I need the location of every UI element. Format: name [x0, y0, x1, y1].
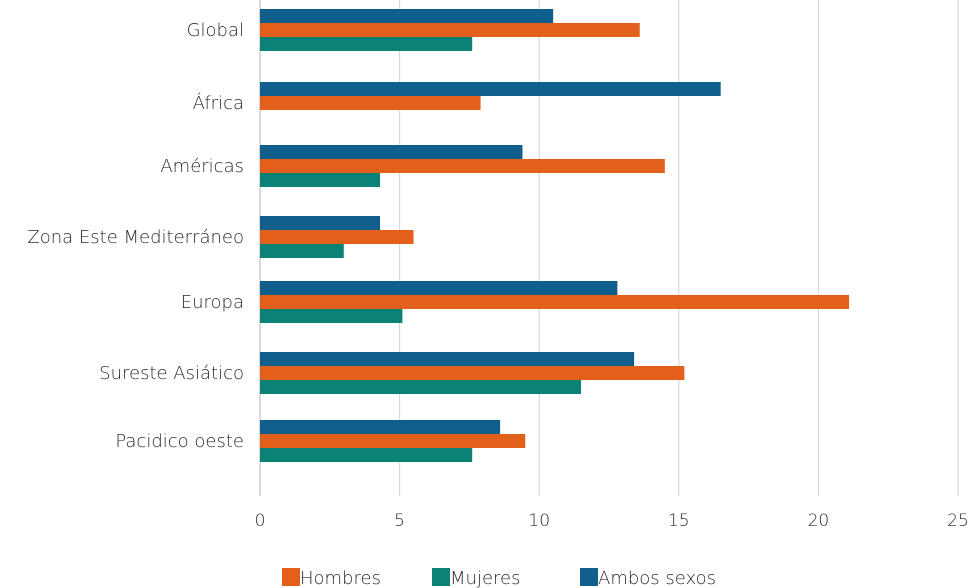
x-tick-label: 0: [255, 511, 266, 531]
category-label: Sureste Asiático: [99, 363, 244, 384]
bar: [260, 380, 582, 394]
category-label: Europa: [181, 292, 244, 313]
bar: [260, 420, 501, 434]
legend: Hombres Mujeres Ambos sexos: [282, 568, 716, 588]
category-label: Pacidico oeste: [115, 431, 244, 452]
bar: [260, 366, 685, 380]
bars: [260, 9, 850, 462]
bar: [260, 309, 403, 323]
x-tick-label: 5: [394, 511, 405, 531]
bar: [260, 82, 721, 96]
bar: [260, 230, 414, 244]
bar: [260, 352, 635, 366]
bar: [260, 281, 618, 295]
category-label: Zona Este Mediterráneo: [27, 227, 244, 248]
category-label: Global: [187, 20, 244, 41]
category-labels: Global África Américas Zona Este Mediterrán…: [27, 20, 244, 452]
category-label: Américas: [160, 156, 244, 177]
bar: [260, 173, 381, 187]
bar: [260, 9, 554, 23]
bar: [260, 216, 381, 230]
legend-label: Ambos sexos: [598, 568, 716, 588]
bar: [260, 37, 473, 51]
bar: [260, 23, 640, 37]
legend-swatch: [432, 568, 450, 586]
x-tick-label: 10: [528, 511, 550, 531]
category-label: África: [193, 92, 244, 114]
legend-label: Mujeres: [450, 568, 520, 588]
bar: [260, 145, 523, 159]
bar: [260, 244, 344, 258]
legend-swatch: [282, 568, 300, 586]
x-tick-labels: 0 5 10 15 20 25: [255, 511, 969, 531]
legend-swatch: [580, 568, 598, 586]
bar: [260, 295, 850, 309]
legend-label: Hombres: [300, 568, 381, 588]
bar: [260, 434, 526, 448]
bar: [260, 96, 481, 110]
x-tick-label: 25: [947, 511, 969, 531]
bar: [260, 159, 665, 173]
x-tick-label: 15: [668, 511, 690, 531]
bar: [260, 448, 473, 462]
x-tick-label: 20: [808, 511, 830, 531]
